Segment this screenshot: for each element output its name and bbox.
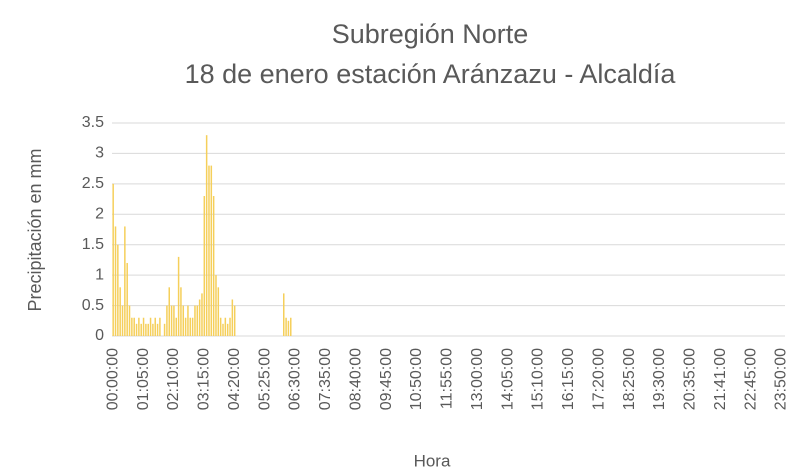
x-tick-label: 09:45:00	[378, 348, 395, 410]
bar	[147, 323, 149, 336]
bar	[201, 293, 203, 336]
bar	[173, 305, 175, 336]
bar	[124, 226, 126, 336]
bar	[112, 183, 114, 336]
bar	[156, 323, 159, 336]
bar	[184, 317, 187, 336]
x-tick-label: 10:50:00	[408, 348, 425, 410]
x-tick-label: 03:15:00	[196, 348, 213, 410]
bar	[215, 275, 217, 336]
bar	[121, 305, 124, 336]
bar	[126, 262, 128, 336]
x-tick-label: 23:50:00	[773, 348, 790, 410]
chart-subtitle: 18 de enero estación Aránzazu - Alcaldía	[185, 59, 677, 89]
y-tick-label: 2.5	[82, 175, 104, 192]
bar	[117, 244, 119, 336]
chart-title: Subregión Norte	[332, 19, 529, 49]
x-tick-label: 02:10:00	[165, 348, 182, 410]
bar	[222, 323, 224, 336]
bar	[180, 287, 182, 336]
bar	[177, 256, 180, 336]
bar	[226, 323, 229, 336]
bar	[208, 165, 210, 336]
bar	[191, 317, 194, 336]
bar	[187, 305, 189, 336]
x-axis-label: Hora	[414, 451, 451, 470]
bar	[203, 196, 206, 336]
x-tick-label: 07:35:00	[317, 348, 334, 410]
bar	[166, 305, 168, 336]
x-tick-label: 04:20:00	[226, 348, 243, 410]
bar	[114, 226, 117, 336]
bar	[175, 317, 178, 336]
x-tick-label: 11:55:00	[439, 348, 456, 409]
x-tick-label: 05:25:00	[256, 348, 273, 410]
bar	[205, 135, 208, 336]
y-tick-label: 0	[95, 327, 104, 344]
y-tick-label: 3.5	[82, 114, 104, 131]
x-tick-label: 08:40:00	[347, 348, 364, 410]
bar	[149, 317, 152, 336]
y-axis-label: Precipitación en mm	[25, 148, 45, 311]
bar	[212, 196, 215, 336]
bar	[233, 305, 236, 336]
x-tick-label: 17:20:00	[590, 348, 607, 410]
y-tick-label: 2	[95, 206, 104, 223]
bar	[168, 287, 170, 336]
x-tick-label: 18:25:00	[621, 348, 638, 410]
bar	[142, 317, 145, 336]
x-tick-label: 15:10:00	[530, 348, 547, 410]
bar	[285, 317, 287, 336]
bar	[145, 323, 147, 336]
bar	[189, 317, 192, 336]
bar	[283, 293, 285, 336]
x-tick-label: 06:30:00	[287, 348, 304, 410]
bar	[219, 317, 222, 336]
bar	[152, 323, 154, 336]
bar	[287, 320, 290, 336]
x-tick-label: 14:05:00	[499, 348, 516, 410]
bar	[154, 317, 156, 336]
x-tick-label: 00:00:00	[104, 348, 121, 410]
bar	[198, 299, 201, 336]
x-tick-label: 01:05:00	[135, 348, 152, 410]
bar	[229, 317, 231, 336]
y-tick-label: 3	[95, 145, 104, 162]
bar	[119, 287, 121, 336]
y-tick-label: 1.5	[82, 236, 104, 253]
bar	[231, 299, 234, 336]
y-tick-label: 1	[95, 266, 104, 283]
bar	[224, 317, 227, 336]
bar	[170, 305, 173, 336]
x-tick-label: 13:00:00	[469, 348, 486, 410]
x-tick-label: 20:35:00	[682, 348, 699, 410]
x-tick-label: 22:45:00	[742, 348, 759, 410]
bar	[128, 305, 131, 336]
x-tick-label: 19:30:00	[651, 348, 668, 410]
y-tick-label: 0.5	[82, 297, 104, 314]
bar	[217, 287, 220, 336]
bar	[196, 305, 199, 336]
bar	[163, 323, 166, 336]
bar	[131, 317, 133, 336]
bar	[182, 305, 185, 336]
bar	[210, 165, 213, 336]
bar	[133, 317, 135, 336]
bar	[135, 323, 138, 336]
bar	[140, 323, 142, 336]
bar	[290, 317, 292, 336]
bar	[138, 317, 140, 336]
bar	[194, 305, 196, 336]
x-tick-label: 16:15:00	[560, 348, 577, 410]
bar	[159, 317, 161, 336]
x-tick-label: 21:41:00	[712, 348, 729, 410]
